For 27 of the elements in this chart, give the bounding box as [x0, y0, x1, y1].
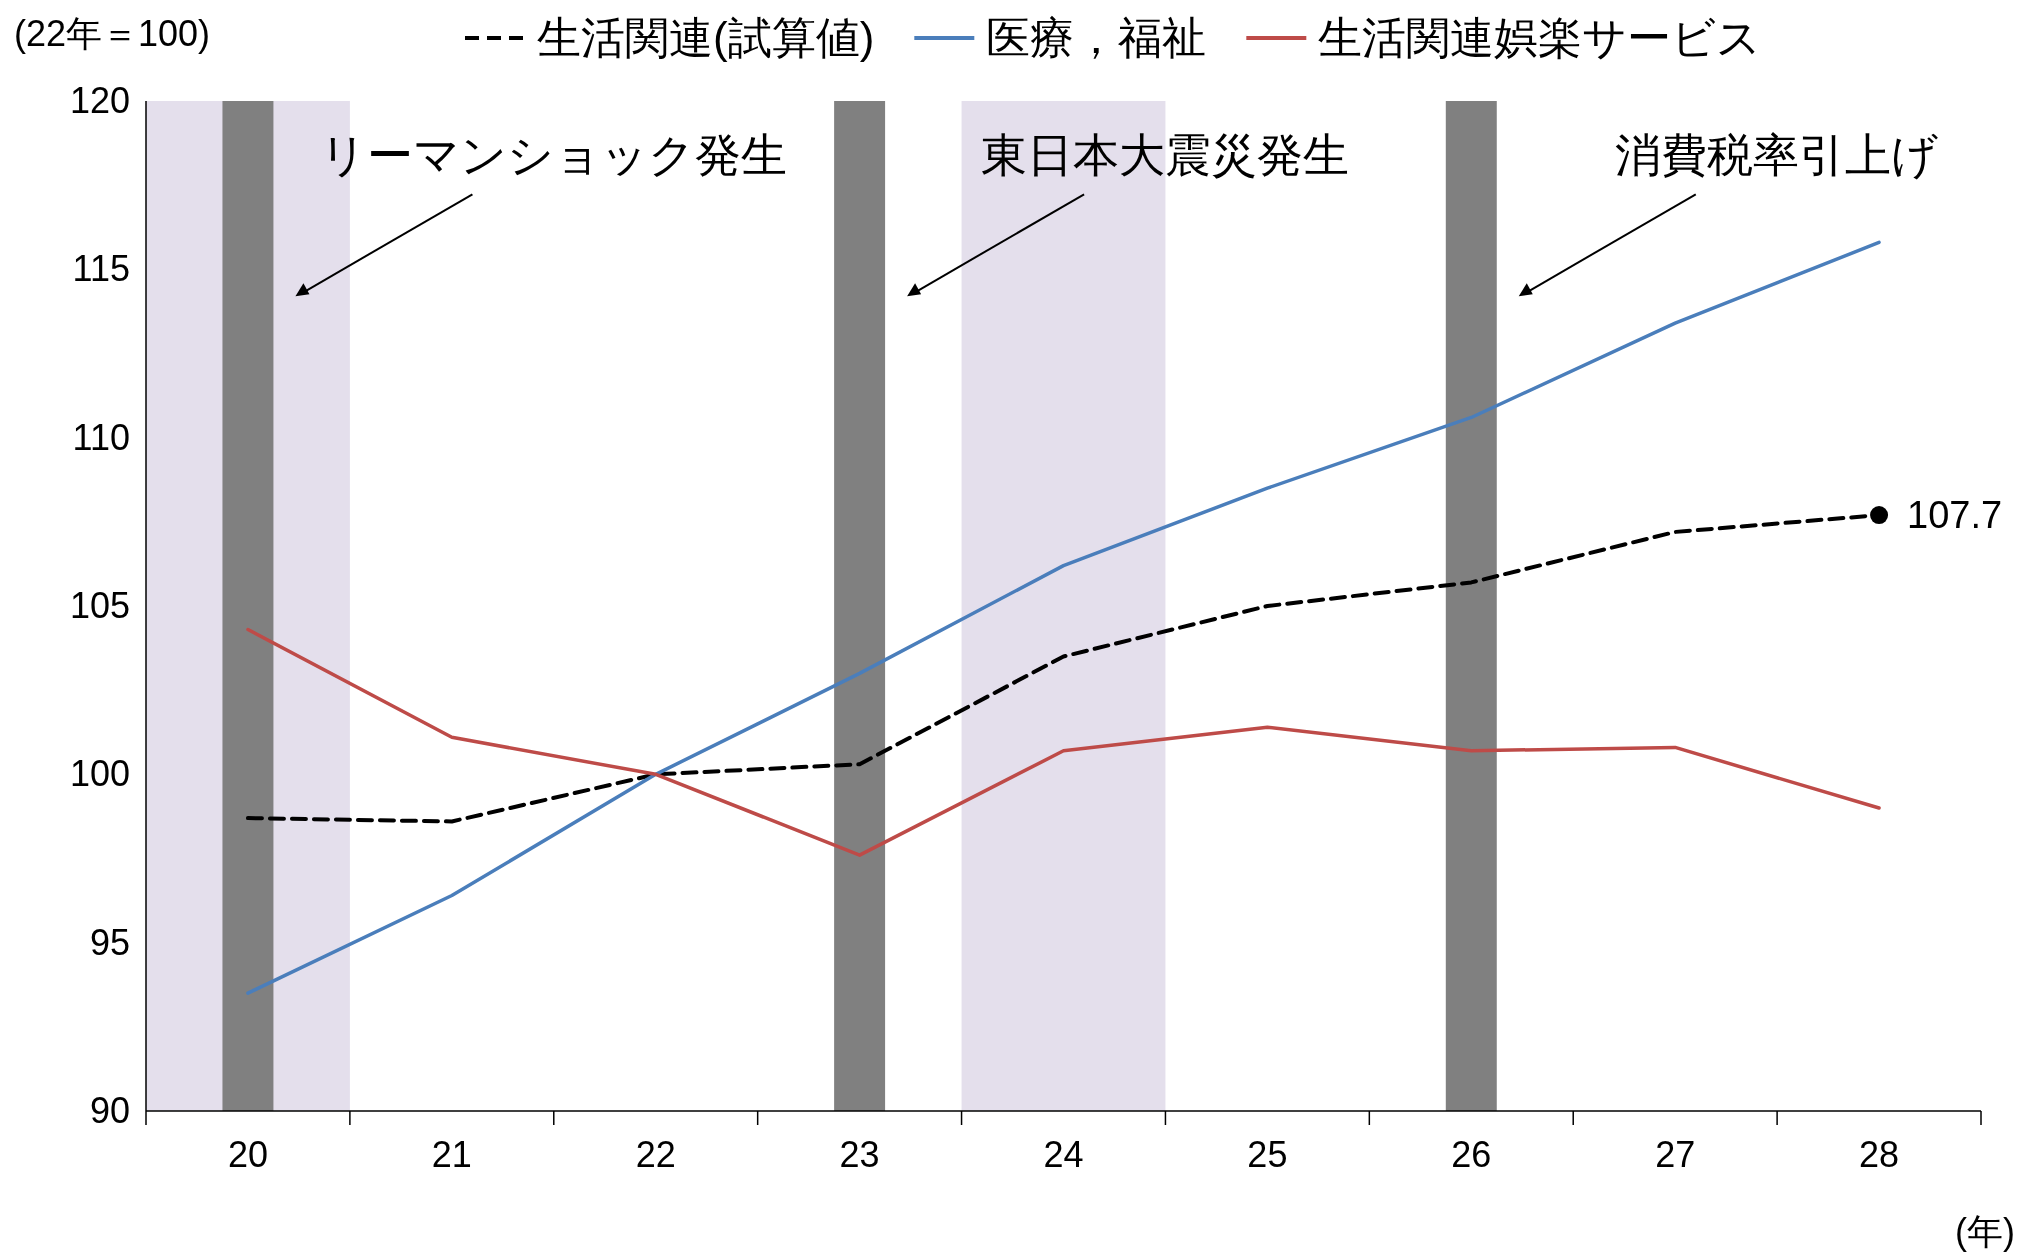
y-tick-label: 115	[72, 248, 130, 290]
x-tick-label: 27	[1655, 1134, 1696, 1175]
legend-label: 医療，福祉	[986, 13, 1207, 62]
legend-label: 生活関連(試算値)	[537, 13, 875, 62]
data-label: 107.7	[1907, 494, 2003, 537]
x-tick-label: 25	[1247, 1134, 1288, 1175]
line-series	[246, 240, 1881, 995]
y-tick-label: 120	[69, 80, 130, 121]
x-tick-label: 24	[1043, 1134, 1084, 1175]
band-label: 消費税率引上げ	[1615, 129, 1939, 182]
line-series	[246, 627, 1881, 857]
y-tick-label: 110	[72, 416, 130, 458]
x-axis-title: (年)	[1955, 1211, 2015, 1252]
x-tick-label: 22	[635, 1134, 676, 1175]
y-tick-label: 100	[69, 753, 130, 795]
band-label: リーマンショック発生	[319, 129, 787, 182]
y-axis-title: (22年＝100)	[14, 13, 211, 54]
x-tick-label: 23	[839, 1134, 880, 1175]
band-label: 東日本大震災発生	[981, 129, 1350, 182]
y-tick-label: 105	[69, 585, 130, 626]
x-tick-label: 28	[1859, 1134, 1900, 1175]
x-tick-label: 26	[1451, 1134, 1492, 1175]
y-tick-label: 95	[89, 921, 130, 963]
x-tick-label: 21	[431, 1134, 472, 1175]
y-tick-label: 90	[89, 1090, 130, 1131]
x-tick-label: 20	[227, 1134, 268, 1175]
legend-label: 生活関連娯楽サービス	[1318, 13, 1762, 62]
